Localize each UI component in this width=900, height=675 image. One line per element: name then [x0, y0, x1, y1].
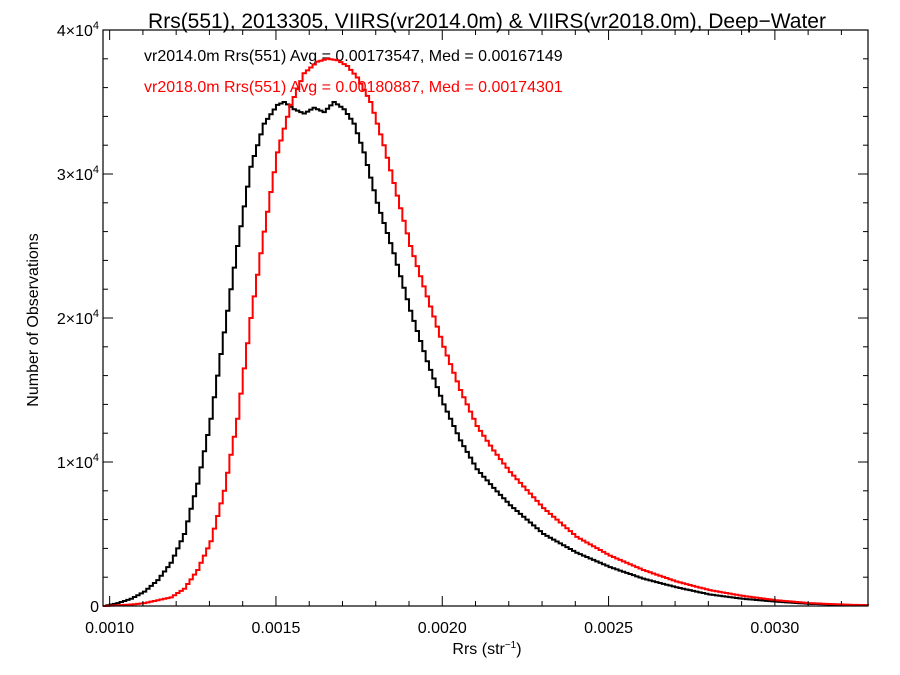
y-axis-ticks: 0 1×104 2×104 3×104 4×104	[57, 20, 868, 616]
x-axis-label-superscript: −1	[505, 640, 517, 651]
annotation-vr2014: vr2014.0m Rrs(551) Avg = 0.00173547, Med…	[144, 48, 563, 65]
x-axis-label: Rrs (str−1)	[452, 640, 521, 658]
x-tick-label: 0.0020	[418, 620, 467, 637]
annotations: vr2014.0m Rrs(551) Avg = 0.00173547, Med…	[144, 48, 563, 96]
plot-frame	[102, 29, 869, 607]
y-tick-label: 1×104	[57, 452, 99, 472]
y-tick-label: 3×104	[57, 164, 99, 184]
x-axis-ticks: 0.0010 0.0015 0.0020 0.0025 0.0030	[85, 30, 842, 637]
series-layer	[103, 57, 869, 607]
y-tick-label: 2×104	[57, 308, 99, 328]
y-tick-label: 4×104	[57, 20, 99, 40]
chart-title: Rrs(551), 2013305, VIIRS(vr2014.0m) & VI…	[148, 10, 826, 33]
annotation-vr2018: vr2018.0m Rrs(551) Avg = 0.00180887, Med…	[144, 79, 563, 96]
y-axis-label: Number of Observations	[25, 233, 42, 406]
series-line-vr2014.0m	[103, 101, 869, 607]
x-tick-label: 0.0030	[750, 620, 799, 637]
x-tick-label: 0.0025	[584, 620, 633, 637]
x-tick-label: 0.0015	[251, 620, 300, 637]
series-line-vr2018.0m	[103, 57, 869, 607]
x-axis-label-end: )	[516, 641, 521, 658]
x-axis-label-main: Rrs (str	[452, 641, 505, 658]
y-tick-label: 0	[90, 599, 99, 616]
x-tick-label: 0.0010	[85, 620, 134, 637]
